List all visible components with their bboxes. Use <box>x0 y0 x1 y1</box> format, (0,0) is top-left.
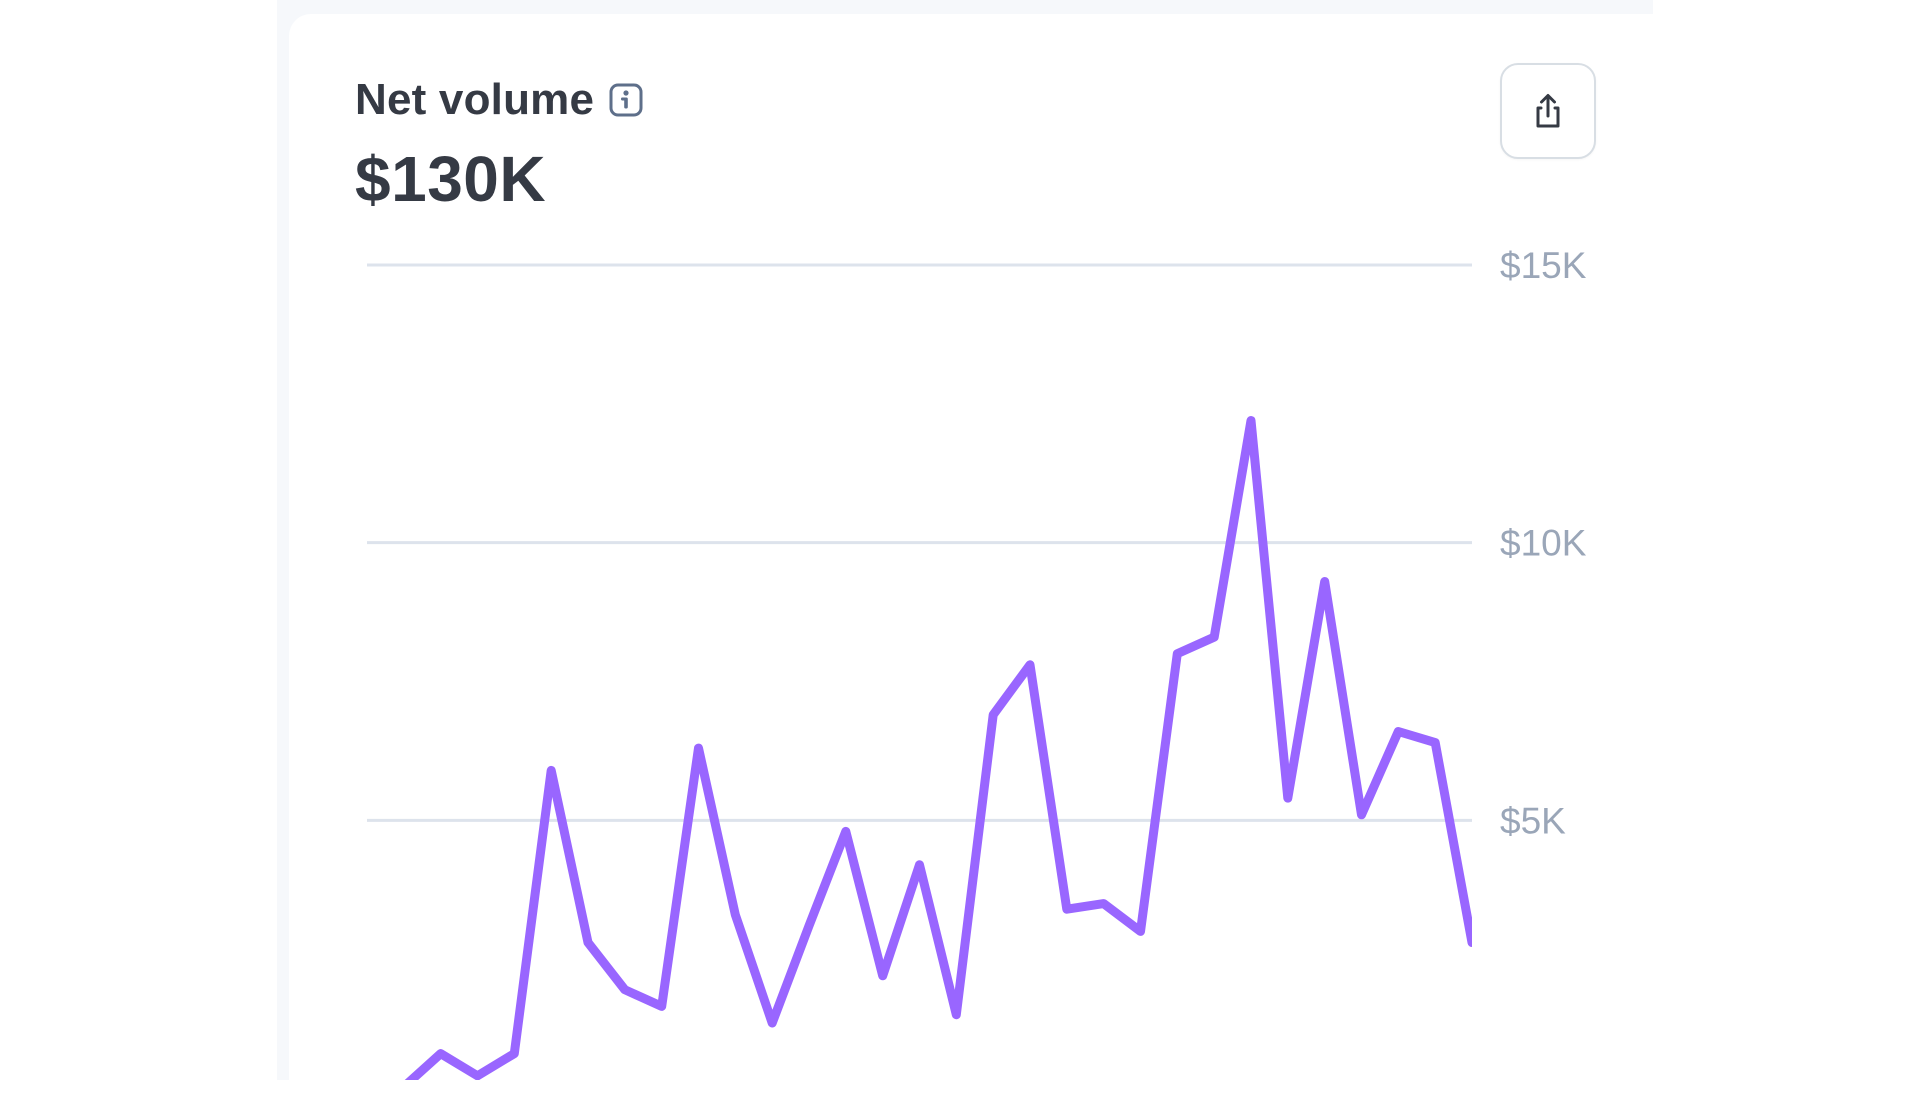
net-volume-series-line[interactable] <box>367 416 1472 1081</box>
data-point-17[interactable] <box>988 710 998 720</box>
data-point-20[interactable] <box>1099 899 1109 909</box>
data-point-22[interactable] <box>1172 649 1182 659</box>
data-point-28[interactable] <box>1393 727 1403 737</box>
data-point-30[interactable] <box>1467 938 1477 948</box>
data-point-12[interactable] <box>804 921 814 931</box>
data-point-23[interactable] <box>1209 632 1219 642</box>
data-point-6[interactable] <box>583 938 593 948</box>
data-point-25[interactable] <box>1283 793 1293 803</box>
y-tick-label: $10K <box>1500 523 1587 564</box>
net-volume-total: $130K <box>355 143 547 215</box>
data-point-9[interactable] <box>694 743 704 753</box>
data-point-15[interactable] <box>915 860 925 870</box>
data-point-2[interactable] <box>436 1049 446 1059</box>
y-tick-label: $15K <box>1500 245 1587 286</box>
data-point-27[interactable] <box>1357 810 1367 820</box>
data-point-21[interactable] <box>1136 926 1146 936</box>
info-icon[interactable] <box>608 82 644 118</box>
card-header: Net volume $130K <box>355 70 644 216</box>
data-point-16[interactable] <box>951 1010 961 1020</box>
data-point-14[interactable] <box>878 971 888 981</box>
data-point-26[interactable] <box>1320 577 1330 587</box>
data-point-13[interactable] <box>841 826 851 836</box>
data-point-4[interactable] <box>509 1049 519 1059</box>
card-title: Net volume <box>355 75 595 124</box>
data-point-10[interactable] <box>730 910 740 920</box>
data-point-29[interactable] <box>1430 738 1440 748</box>
data-point-18[interactable] <box>1025 660 1035 670</box>
y-tick-label: $5K <box>1500 800 1566 841</box>
export-button[interactable] <box>1500 63 1596 159</box>
title-row: Net volume <box>355 70 644 130</box>
data-point-5[interactable] <box>546 765 556 775</box>
share-export-icon <box>1536 94 1560 128</box>
data-point-11[interactable] <box>767 1018 777 1028</box>
data-point-7[interactable] <box>620 985 630 995</box>
data-point-24[interactable] <box>1246 416 1256 426</box>
data-point-19[interactable] <box>1062 904 1072 914</box>
data-point-8[interactable] <box>657 1001 667 1011</box>
